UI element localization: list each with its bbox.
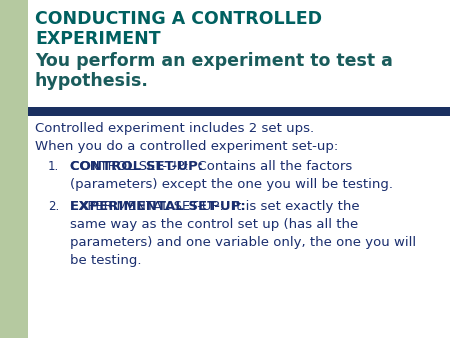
Text: be testing.: be testing. <box>70 254 141 267</box>
Text: same way as the control set up (has all the: same way as the control set up (has all … <box>70 218 358 231</box>
Text: EXPERIMENT: EXPERIMENT <box>35 30 161 48</box>
Text: When you do a controlled experiment set-up:: When you do a controlled experiment set-… <box>35 140 338 153</box>
Text: CONDUCTING A CONTROLLED: CONDUCTING A CONTROLLED <box>35 10 322 28</box>
Text: EXPERIMENTAL SET-UP:: EXPERIMENTAL SET-UP: <box>70 200 255 213</box>
Text: CONTROL SET-UP:: CONTROL SET-UP: <box>70 160 212 173</box>
Bar <box>0 0 28 338</box>
Text: 1.: 1. <box>48 160 59 173</box>
Text: CONTROL SET-UP:  Contains all the factors: CONTROL SET-UP: Contains all the factors <box>70 160 352 173</box>
Text: EXPERIMENTAL SET-UP:  It is set exactly the: EXPERIMENTAL SET-UP: It is set exactly t… <box>70 200 360 213</box>
Text: You perform an experiment to test a: You perform an experiment to test a <box>35 52 393 70</box>
Text: Controlled experiment includes 2 set ups.: Controlled experiment includes 2 set ups… <box>35 122 314 135</box>
Bar <box>28 107 450 116</box>
Text: (parameters) except the one you will be testing.: (parameters) except the one you will be … <box>70 178 393 191</box>
Text: hypothesis.: hypothesis. <box>35 72 149 90</box>
Text: 2.: 2. <box>48 200 59 213</box>
Text: parameters) and one variable only, the one you will: parameters) and one variable only, the o… <box>70 236 416 249</box>
